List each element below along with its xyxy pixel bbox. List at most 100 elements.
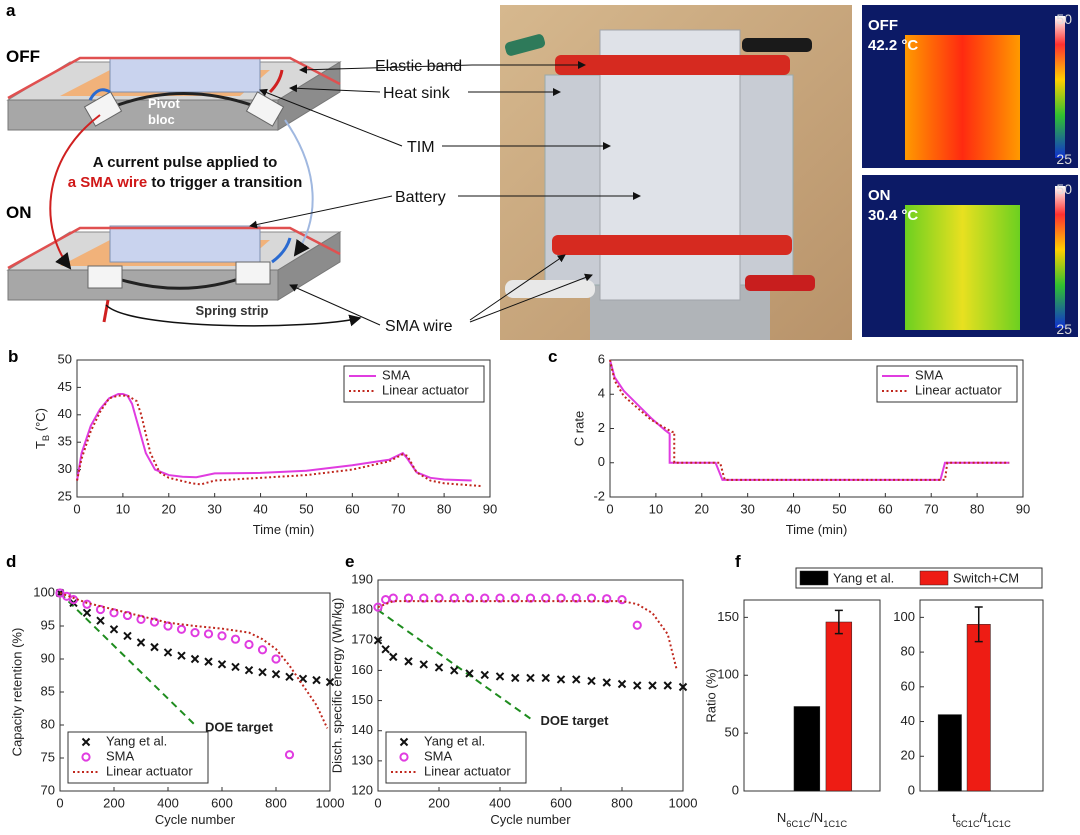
y-tick-label: 25	[58, 488, 72, 503]
callout: Battery	[395, 189, 446, 206]
y-axis-label: C rate	[571, 411, 586, 446]
legend-label: SMA	[382, 367, 411, 382]
x-tick-label: 30	[740, 501, 754, 516]
marker-x	[526, 673, 535, 683]
marker-circle	[617, 594, 627, 605]
marker-circle	[109, 608, 119, 618]
x-axis-label-part: 6C1C	[786, 819, 810, 829]
thermal-on: ON 30.4 °C 50 25	[862, 175, 1078, 337]
marker-x	[82, 608, 92, 618]
marker-x	[96, 616, 105, 625]
marker-x	[399, 737, 409, 747]
marker-x	[190, 654, 200, 664]
y-tick-label: 190	[351, 571, 373, 586]
y-tick-label: 0	[732, 782, 739, 797]
marker-x	[285, 672, 294, 682]
marker-circle	[244, 639, 254, 650]
y-tick-label: 0	[598, 454, 605, 469]
marker-x	[587, 676, 596, 686]
marker-x	[381, 645, 390, 654]
marker-x	[204, 657, 213, 666]
y-tick-label: 70	[41, 782, 55, 797]
marker-circle	[81, 752, 91, 762]
marker-x	[602, 678, 611, 687]
marker-x	[678, 682, 688, 692]
x-tick-label: 400	[157, 795, 179, 810]
colorbar-max: 50	[1056, 11, 1072, 27]
y-tick-label: 170	[351, 632, 373, 647]
x-tick-label: 0	[374, 795, 381, 810]
y-tick-label: 4	[598, 386, 605, 401]
y-tick-label: 140	[351, 722, 373, 737]
legend-box	[343, 365, 485, 403]
x-tick-label: 80	[437, 501, 451, 516]
spring-label: Spring strip	[196, 303, 269, 318]
y-tick-label: 45	[58, 379, 72, 394]
marker-x	[136, 638, 146, 647]
pivot-label: bloc	[148, 112, 175, 127]
pulse-text: a SMA wire to trigger a transition	[68, 174, 302, 191]
marker-circle	[95, 604, 106, 615]
x-axis-label-part: 1C1C	[823, 819, 847, 829]
panel-label: e	[345, 552, 354, 571]
marker-x	[109, 625, 119, 634]
marker-circle	[602, 594, 612, 604]
marker-circle	[176, 624, 187, 634]
x-tick-label: 0	[606, 501, 613, 516]
y-tick-label: 6	[598, 351, 605, 366]
legend-label: Linear actuator	[424, 763, 511, 778]
x-tick-label: 40	[253, 501, 267, 516]
marker-x	[244, 666, 254, 675]
y-tick-label: 0	[908, 782, 915, 797]
marker-circle	[480, 593, 490, 603]
y-tick-label: 75	[41, 749, 55, 764]
series-line	[59, 592, 329, 729]
x-tick-label: 1000	[669, 795, 698, 810]
legend-label: Yang et al.	[833, 570, 894, 585]
y-tick-label: 30	[58, 461, 72, 476]
x-tick-label: 600	[550, 795, 572, 810]
device-on	[6, 225, 342, 323]
x-tick-label: 20	[162, 501, 176, 516]
x-tick-label: 70	[924, 501, 938, 516]
panel-label: d	[6, 552, 16, 571]
x-axis-label: Cycle number	[155, 812, 236, 827]
x-tick-label: 600	[211, 795, 233, 810]
x-tick-label: 50	[299, 501, 313, 516]
y-tick-label: 80	[41, 716, 55, 731]
legend-label: Switch+CM	[953, 570, 1019, 585]
colorbar-min: 25	[1056, 321, 1072, 337]
x-tick-label: 60	[345, 501, 359, 516]
legend-label: SMA	[106, 748, 135, 763]
marker-x	[258, 667, 267, 677]
marker-x	[150, 642, 159, 652]
x-tick-label: 0	[73, 501, 80, 516]
annotation-line	[59, 592, 196, 726]
y-axis-label-part: B	[41, 435, 51, 441]
x-axis-label-part: /t	[980, 810, 988, 825]
bar	[825, 621, 853, 792]
legend-label: SMA	[915, 367, 944, 382]
callout: Elastic band	[375, 58, 462, 75]
x-tick-label: 90	[1016, 501, 1030, 516]
bar	[966, 624, 991, 792]
error-bar	[834, 609, 843, 635]
colorbar-max: 50	[1056, 181, 1072, 197]
x-tick-label: 1000	[316, 795, 345, 810]
x-axis-label-part: 6C1C	[956, 819, 980, 829]
x-axis-label: Cycle number	[490, 812, 571, 827]
x-tick-label: 800	[265, 795, 287, 810]
marker-x	[495, 672, 505, 681]
y-axis-label: TB (°C)	[33, 408, 51, 449]
y-tick-label: 2	[598, 420, 605, 435]
x-axis-label: Time (min)	[786, 522, 848, 537]
pulse-text-highlight: a SMA wire	[68, 174, 147, 191]
marker-circle	[284, 750, 295, 760]
x-axis-label-part: N	[777, 810, 786, 825]
y-tick-label: 95	[41, 617, 55, 632]
state-label: OFF	[6, 47, 40, 66]
marker-circle	[230, 634, 241, 644]
series-line	[609, 359, 1010, 481]
y-axis-label-part: T	[33, 441, 48, 449]
panel-label: c	[548, 347, 557, 366]
